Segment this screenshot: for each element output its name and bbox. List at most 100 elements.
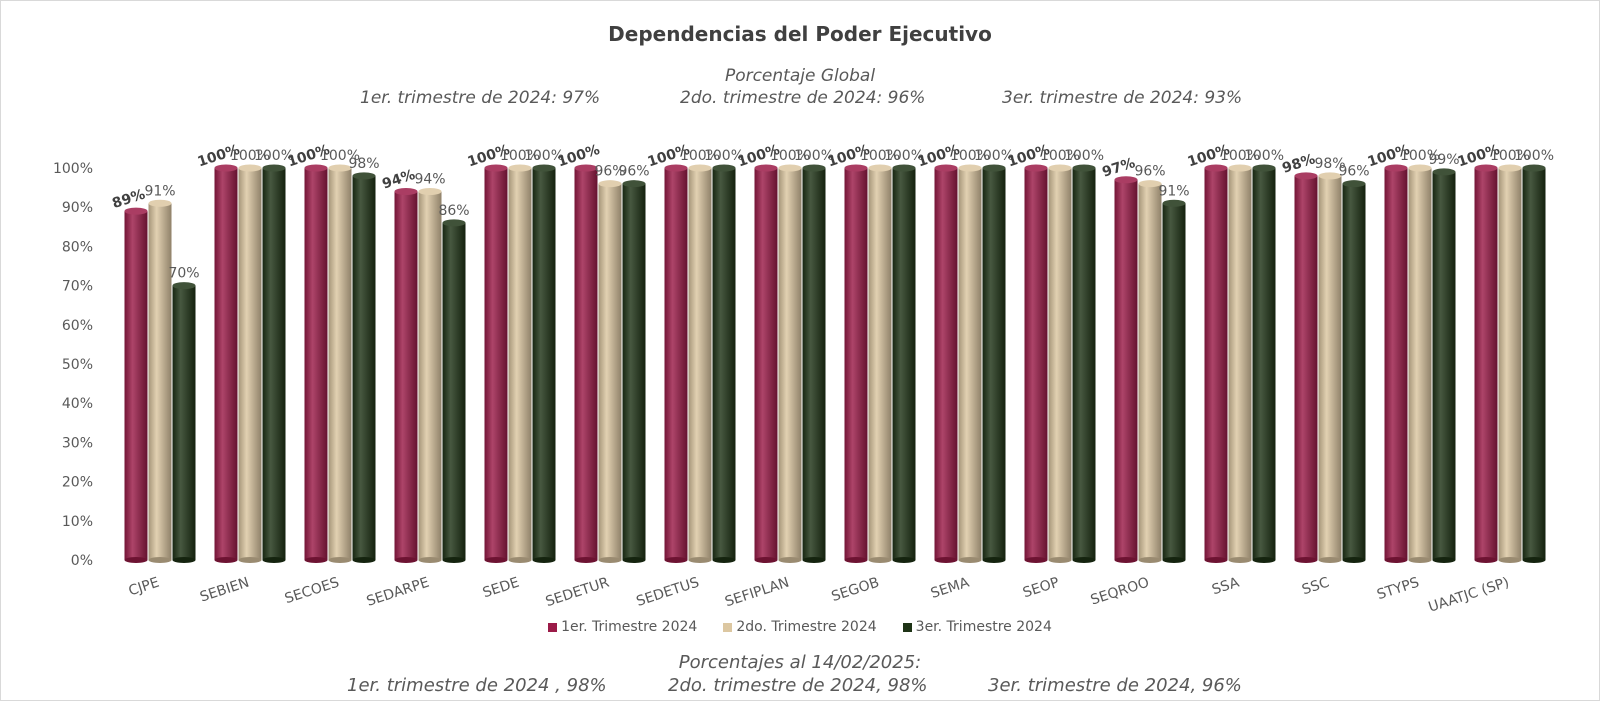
data-label: 91%	[1158, 183, 1189, 199]
data-label: 96%	[1338, 164, 1369, 180]
bar-base	[304, 557, 328, 563]
bar	[1228, 168, 1252, 560]
legend-swatch-q3	[902, 622, 912, 632]
bar-top	[484, 164, 508, 172]
bar-top	[958, 164, 982, 172]
bar-top	[844, 164, 868, 172]
global-percentage-title: Porcentaje Global	[724, 66, 876, 86]
bar	[1024, 168, 1048, 560]
data-label: 96%	[594, 164, 625, 180]
data-label: 99%	[1428, 152, 1459, 168]
legend-label-q1: 1er. Trimestre 2024	[561, 619, 698, 635]
bar-base	[1384, 557, 1408, 563]
bar-base	[868, 557, 892, 563]
data-label: 100%	[230, 148, 270, 164]
y-tick-label: 90%	[62, 200, 93, 216]
data-label: 100%	[950, 148, 990, 164]
data-label: 100%	[500, 148, 540, 164]
data-label: 94%	[414, 172, 445, 188]
bar-top	[1024, 164, 1048, 172]
legend-item-q3: 3er. Trimestre 2024	[902, 619, 1052, 635]
y-tick-label: 80%	[62, 239, 93, 255]
bar-top	[1318, 172, 1342, 180]
bar-top	[124, 207, 148, 215]
bar-base	[1114, 557, 1138, 563]
bar-top	[328, 164, 352, 172]
data-label: 96%	[618, 164, 649, 180]
data-label: 100%	[254, 148, 294, 164]
bar-top	[1228, 164, 1252, 172]
bar-base	[664, 557, 688, 563]
bar-top	[934, 164, 958, 172]
y-tick-label: 100%	[53, 161, 93, 177]
bar-top	[1162, 199, 1186, 207]
bar-base	[1432, 557, 1456, 563]
bar-top	[1048, 164, 1072, 172]
bar	[1474, 168, 1498, 560]
x-tick-label: SEGOB	[829, 575, 881, 605]
data-label: 86%	[438, 203, 469, 219]
bar-top	[238, 164, 262, 172]
data-label: 100%	[884, 148, 924, 164]
bar-base	[214, 557, 238, 563]
bar	[622, 183, 646, 560]
bar	[598, 183, 622, 560]
data-label: 98%	[348, 156, 379, 172]
bar	[1072, 168, 1096, 560]
legend-swatch-q1	[548, 622, 558, 632]
bar-base	[352, 557, 376, 563]
bar	[352, 175, 376, 560]
x-tick-label: SEQROO	[1089, 575, 1152, 609]
bar-base	[1072, 557, 1096, 563]
bar-base	[1294, 557, 1318, 563]
bar-base	[1498, 557, 1522, 563]
bar	[802, 168, 826, 560]
x-tick-label: SEFIPLAN	[723, 575, 791, 611]
bar-base	[1024, 557, 1048, 563]
y-tick-label: 10%	[62, 514, 93, 530]
bar	[214, 168, 238, 560]
bar-base	[598, 557, 622, 563]
bar-top	[148, 199, 172, 207]
bar-top	[1294, 172, 1318, 180]
data-label: 91%	[144, 183, 175, 199]
bar-top	[352, 172, 376, 180]
data-label: 100%	[770, 148, 810, 164]
x-tick-label: SEDETUR	[544, 575, 612, 611]
footnote-q1: 1er. trimestre de 2024 , 98%	[347, 675, 607, 696]
bar	[1522, 168, 1546, 560]
bar-base	[802, 557, 826, 563]
y-tick-label: 60%	[62, 318, 93, 334]
bar-base	[394, 557, 418, 563]
data-label: 100%	[1220, 148, 1260, 164]
legend-item-q2: 2do. Trimestre 2024	[723, 619, 877, 635]
bar-top	[688, 164, 712, 172]
data-label: 100%	[704, 148, 744, 164]
global-q1: 1er. trimestre de 2024: 97%	[360, 88, 601, 108]
bar-top	[778, 164, 802, 172]
bar-base	[754, 557, 778, 563]
bar	[712, 168, 736, 560]
bar-base	[532, 557, 556, 563]
x-tick-label: UAATJC (SP)	[1427, 575, 1512, 616]
x-tick-label: SEDETUS	[634, 575, 701, 610]
bar	[1204, 168, 1228, 560]
legend-item-q1: 1er. Trimestre 2024	[548, 619, 697, 635]
bar-top	[1474, 164, 1498, 172]
data-label: 100%	[1400, 148, 1440, 164]
bar-base	[148, 557, 172, 563]
bar-top	[664, 164, 688, 172]
bar	[754, 168, 778, 560]
bar	[484, 168, 508, 560]
x-tick-label: SSC	[1300, 575, 1331, 599]
bar-base	[1204, 557, 1228, 563]
bar-top	[1498, 164, 1522, 172]
bar-base	[574, 557, 598, 563]
bar-base	[778, 557, 802, 563]
x-tick-label: SEDARPE	[365, 575, 432, 610]
bar	[1162, 203, 1186, 560]
bar-top	[1204, 164, 1228, 172]
bar-base	[1474, 557, 1498, 563]
x-tick-label: CJPE	[127, 575, 162, 600]
bar-base	[418, 557, 442, 563]
